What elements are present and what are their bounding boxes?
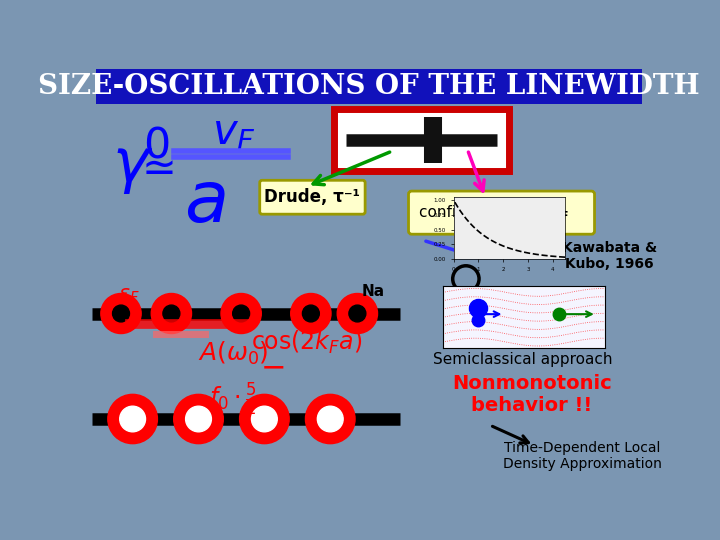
Text: $\gamma^{\!0}$: $\gamma^{\!0}$ bbox=[112, 125, 170, 197]
Text: $\cos(2k_F a)$: $\cos(2k_F a)$ bbox=[251, 328, 363, 356]
Circle shape bbox=[151, 294, 192, 334]
Text: $\mathbf{a < \tau\,v_{\!F}}$: $\mathbf{a < \tau\,v_{\!F}}$ bbox=[500, 204, 569, 221]
Circle shape bbox=[120, 406, 145, 432]
Text: Time-Dependent Local
Density Approximation: Time-Dependent Local Density Approximati… bbox=[503, 441, 662, 471]
Text: Na: Na bbox=[361, 285, 384, 300]
Bar bbox=[334, 110, 508, 171]
Text: $f_0 \cdot \frac{5}{2}$: $f_0 \cdot \frac{5}{2}$ bbox=[209, 381, 258, 418]
Circle shape bbox=[305, 394, 355, 444]
Circle shape bbox=[251, 406, 277, 432]
Text: Semiclassical approach: Semiclassical approach bbox=[433, 352, 612, 367]
Text: $-$: $-$ bbox=[260, 352, 284, 383]
Text: $v_F$: $v_F$ bbox=[212, 111, 255, 153]
Text: Nonmonotonic
behavior !!: Nonmonotonic behavior !! bbox=[452, 374, 611, 415]
Circle shape bbox=[174, 394, 223, 444]
Text: $A(\omega_0)$: $A(\omega_0)$ bbox=[198, 340, 269, 367]
FancyBboxPatch shape bbox=[260, 180, 365, 214]
Circle shape bbox=[108, 394, 158, 444]
Circle shape bbox=[302, 305, 320, 322]
Circle shape bbox=[291, 294, 331, 334]
Text: Drude, τ⁻¹: Drude, τ⁻¹ bbox=[264, 188, 361, 206]
Circle shape bbox=[163, 305, 180, 322]
Text: SIZE-OSCILLATIONS OF THE LINEWIDTH: SIZE-OSCILLATIONS OF THE LINEWIDTH bbox=[38, 73, 700, 100]
Text: $\varepsilon_F$: $\varepsilon_F$ bbox=[118, 286, 140, 306]
FancyBboxPatch shape bbox=[408, 191, 595, 234]
Text: Kawabata &
Kubo, 1966: Kawabata & Kubo, 1966 bbox=[562, 241, 657, 271]
Text: $a$: $a$ bbox=[184, 166, 225, 238]
Circle shape bbox=[101, 294, 141, 334]
Text: $\simeq$: $\simeq$ bbox=[133, 146, 174, 188]
Circle shape bbox=[112, 305, 130, 322]
Circle shape bbox=[186, 406, 212, 432]
Circle shape bbox=[349, 305, 366, 322]
Circle shape bbox=[221, 294, 261, 334]
Bar bbox=[96, 69, 642, 104]
Circle shape bbox=[318, 406, 343, 432]
Text: confinement,: confinement, bbox=[419, 205, 530, 220]
Circle shape bbox=[240, 394, 289, 444]
Circle shape bbox=[233, 305, 250, 322]
Circle shape bbox=[337, 294, 377, 334]
